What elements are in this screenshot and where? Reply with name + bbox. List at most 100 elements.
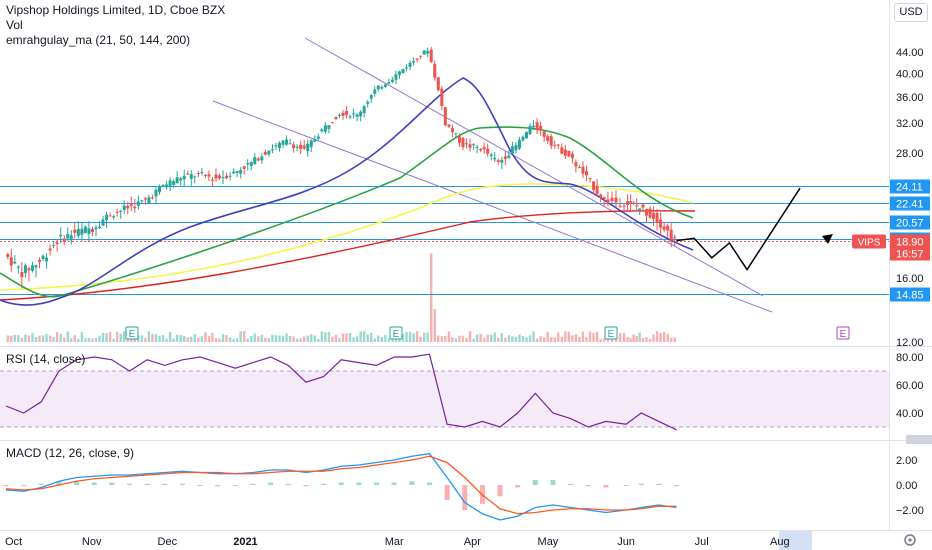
candle-body — [66, 233, 70, 239]
candle-body — [235, 171, 239, 173]
candle-body — [228, 175, 232, 177]
price-level-badge: 22.41 — [890, 196, 930, 211]
price-axis[interactable]: 44.00 40.00 36.00 32.00 28.00 16.00 12.00 24.11… — [852, 47, 930, 349]
symbol-label: VIPS — [858, 238, 881, 249]
volume-bar — [105, 333, 108, 342]
macd-histogram-bar — [109, 482, 115, 485]
settings-gear-icon[interactable] — [904, 534, 916, 546]
volume-bar — [366, 334, 369, 342]
macd-histogram-bar — [673, 485, 679, 487]
macd-histogram-bar — [144, 483, 150, 485]
candle-body — [73, 229, 77, 233]
candle-body — [172, 181, 176, 186]
macd-histogram-bar — [444, 485, 450, 500]
candle-body — [193, 176, 197, 178]
candle-body — [285, 139, 289, 145]
candle-body — [256, 158, 260, 161]
volume-bar — [197, 337, 200, 342]
candle-body — [253, 157, 257, 165]
candle-body — [34, 265, 38, 268]
volume-bar — [433, 308, 436, 342]
volume-bar — [211, 332, 214, 342]
volume-bar — [504, 337, 507, 342]
candle-body — [390, 79, 394, 82]
macd-histogram-bar — [21, 485, 27, 487]
candle-body — [447, 124, 451, 127]
volume-bar — [629, 338, 632, 342]
time-tick-label: Nov — [82, 536, 102, 548]
volume-bar — [514, 336, 518, 342]
volume-bar — [451, 337, 454, 342]
earnings-marker-upcoming[interactable]: E — [836, 326, 850, 340]
candle-body — [87, 228, 91, 235]
svg-text:E: E — [129, 329, 136, 340]
candle-body — [108, 215, 112, 217]
currency-button[interactable]: USD — [894, 3, 928, 22]
price-level-badge: 20.57 — [890, 215, 930, 230]
candle-body — [62, 238, 66, 242]
volume-indicator-label[interactable]: Vol — [6, 18, 23, 32]
candle-body — [101, 219, 105, 226]
forecast-path[interactable] — [676, 187, 833, 271]
candle-body — [242, 166, 246, 169]
time-tick-label: Aug — [770, 536, 790, 548]
volume-bar — [317, 338, 320, 342]
volume-bar — [320, 331, 324, 342]
candle-body — [585, 171, 589, 176]
price-tick-label: 28.00 — [896, 148, 924, 160]
volume-bar — [338, 338, 341, 342]
volume-bar — [221, 334, 225, 342]
time-tick-label: Jul — [695, 536, 709, 548]
macd-indicator-label[interactable]: MACD (12, 26, close, 9) — [6, 446, 135, 460]
candle-body — [112, 216, 116, 218]
volume-bar — [557, 332, 560, 342]
volume-bar — [204, 332, 207, 342]
channel-line-lower[interactable] — [212, 100, 773, 313]
volume-bar — [645, 337, 648, 342]
candle-body — [337, 114, 341, 116]
earnings-marker[interactable]: E — [389, 326, 403, 340]
candlesticks[interactable] — [6, 46, 677, 289]
candle-body — [475, 147, 479, 149]
rsi-band — [0, 371, 889, 427]
candle-body — [468, 144, 472, 148]
macd-histogram-bar — [215, 485, 221, 487]
volume-bar — [648, 338, 652, 342]
volume-bar — [461, 335, 465, 342]
volume-bar — [158, 335, 161, 342]
volume-bar — [214, 338, 218, 342]
scroll-right-icon[interactable] — [906, 435, 932, 444]
candle-body — [472, 144, 476, 146]
ma-indicator-label[interactable]: emrahgulay_ma (21, 50, 144, 200) — [6, 33, 191, 47]
rsi-tick-label: 80.00 — [896, 352, 924, 364]
macd-histogram-bar — [321, 483, 327, 485]
volume-bar — [260, 334, 264, 342]
volume-bar — [567, 331, 571, 342]
volume-bar — [493, 332, 496, 342]
earnings-marker[interactable]: E — [125, 326, 139, 340]
volume-bar — [475, 334, 479, 342]
chart-title-text: Vipshop Holdings Limited, 1D, Cboe BZX — [6, 3, 226, 17]
time-axis[interactable]: Oct Nov Dec 2021 Mar Apr May Jun Jul Aug — [5, 536, 790, 548]
volume-bar — [652, 334, 655, 342]
candle-body — [59, 234, 63, 237]
candle-body — [309, 140, 313, 148]
volume-bar — [302, 336, 306, 342]
macd-tick-label: 2.00 — [896, 455, 917, 467]
candle-body — [599, 194, 603, 199]
candle-body — [334, 116, 338, 119]
candle-body — [662, 226, 666, 230]
volume-bar — [310, 334, 313, 342]
rsi-indicator-label[interactable]: RSI (14, close) — [6, 352, 86, 366]
volume-bar — [479, 333, 482, 342]
earnings-marker[interactable]: E — [604, 326, 618, 340]
chart-title[interactable]: Vipshop Holdings Limited, 1D, Cboe BZX — [6, 3, 225, 17]
volume-bar — [10, 335, 13, 342]
price-level-label: 24.11 — [896, 182, 923, 194]
volume-bar — [355, 336, 359, 342]
candle-body — [376, 85, 380, 90]
channel-line-upper[interactable] — [304, 37, 764, 297]
volume-bar — [415, 331, 419, 342]
